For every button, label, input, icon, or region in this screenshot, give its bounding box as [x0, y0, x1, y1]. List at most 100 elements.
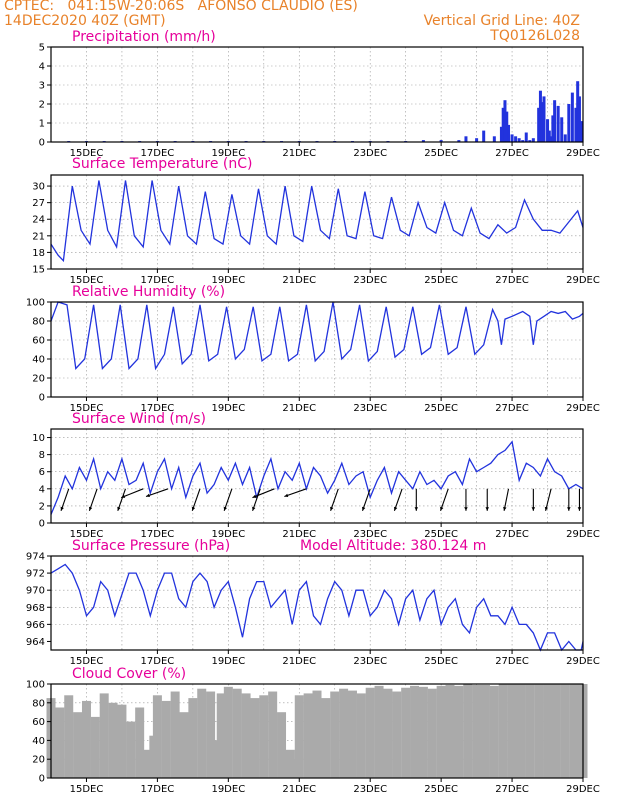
panel-5-ytick-label: 100: [26, 680, 45, 691]
panel-0-frame: [50, 46, 584, 143]
panel-0-xtick-label: 23DEC: [353, 148, 387, 159]
wind-arrowhead: [414, 507, 418, 511]
panel-3-frame: [50, 428, 584, 524]
panel-4-ytick-label: 964: [26, 637, 45, 648]
panel-5-xtick-label: 15DEC: [70, 784, 104, 795]
panel-5-bar: [294, 695, 304, 778]
panel-1-series-line: [50, 180, 584, 263]
panel-1-xtick-label: 23DEC: [353, 275, 387, 286]
panel-0-ytick-label: 1: [39, 119, 45, 130]
panel-2-xtick-label: 21DEC: [282, 403, 316, 414]
panel-0-bar: [464, 136, 468, 142]
panel-5-bar: [64, 695, 74, 778]
panel-5-bar: [543, 684, 553, 778]
panel-4-ytick-label: 966: [26, 620, 45, 631]
panel-5-bar: [436, 685, 446, 778]
panel-4-ytick-label: 974: [26, 552, 45, 563]
panel-0-bar: [528, 140, 532, 142]
panel-3-xtick-label: 23DEC: [353, 529, 387, 540]
panel-0-bar: [475, 138, 479, 142]
panel-3-xtick-label: 15DEC: [70, 529, 104, 540]
panel-0-bar: [439, 140, 443, 142]
panel-4-ytick-label: 970: [26, 586, 45, 597]
panel-2-xtick-label: 29DEC: [566, 403, 600, 414]
panel-0-xtick-label: 29DEC: [566, 148, 600, 159]
panel-2-xtick-label: 15DEC: [70, 403, 104, 414]
panel-0-bar: [574, 107, 578, 142]
panel-0-bar: [540, 102, 544, 142]
panel-1-ytick-label: 30: [32, 182, 45, 193]
panel-5-bar: [401, 687, 411, 778]
panel-5-bar: [339, 688, 349, 778]
wind-arrowhead: [191, 506, 196, 511]
wind-vector: [117, 488, 126, 511]
panel-0-bar: [457, 140, 461, 142]
panel-3-xtick-label: 17DEC: [141, 529, 175, 540]
panel-5-bar: [73, 712, 83, 778]
wind-arrowhead: [531, 507, 536, 511]
panel-5-bar: [81, 700, 91, 778]
panel-5-xtick-label: 21DEC: [282, 784, 316, 795]
wind-arrowhead: [284, 493, 289, 497]
panel-3-title: Surface Wind (m/s): [72, 411, 206, 427]
panel-0-bar: [547, 130, 551, 142]
panel-5-bar: [454, 685, 464, 778]
panel-0-bar: [553, 100, 557, 142]
panel-0-bar: [521, 140, 525, 142]
panel-4-xtick-label: 15DEC: [70, 656, 104, 667]
panel-2-xtick-label: 19DEC: [211, 403, 245, 414]
panel-3-xtick-label: 27DEC: [495, 529, 529, 540]
panel-5-ytick-label: 80: [32, 698, 45, 709]
panel-4-xtick-label: 29DEC: [566, 656, 600, 667]
grid-line-header: Vertical Grid Line: 40Z: [423, 13, 580, 29]
panel-2-title: Relative Humidity (%): [72, 284, 225, 300]
panel-5-ytick-label: 60: [32, 717, 45, 728]
panel-5-bar: [551, 684, 561, 778]
panel-0-bar: [421, 140, 425, 142]
wind-vector: [252, 488, 261, 511]
panel-5-bar: [117, 704, 127, 778]
panel-5-bar: [277, 712, 287, 778]
panel-0-title: Precipitation (mm/h): [72, 29, 216, 45]
panel-1-ytick-label: 24: [32, 215, 45, 226]
panel-4-ytick-label: 972: [26, 569, 45, 580]
panel-0-bar: [567, 104, 571, 142]
panel-5-bar: [480, 684, 490, 778]
wind-arrowhead: [252, 494, 257, 498]
panel-5-xtick-label: 29DEC: [566, 784, 600, 795]
panel-2-ytick-label: 80: [32, 317, 45, 328]
panel-5-bar: [347, 690, 357, 778]
wind-vector: [191, 488, 201, 511]
panel-0-bar: [560, 117, 564, 142]
panel-5-bar: [516, 684, 526, 778]
panel-5-bar: [206, 691, 216, 778]
wind-vector: [361, 488, 371, 511]
wind-arrowhead: [252, 506, 256, 511]
panel-3-series-line: [50, 440, 584, 515]
wind-arrowhead: [121, 494, 126, 498]
panel-0-bar: [542, 96, 546, 142]
panel-5-bar: [161, 700, 171, 778]
panel-1-title: Surface Temperature (nC): [72, 156, 253, 172]
panel-0-ytick-label: 2: [39, 100, 45, 111]
panel-0-bar: [482, 130, 486, 142]
panel-5-bar: [259, 695, 269, 778]
panel-4-xtick-label: 19DEC: [211, 656, 245, 667]
panel-0-bar: [551, 115, 555, 142]
panel-5-bar: [197, 688, 207, 778]
panel-5-bar: [392, 691, 402, 778]
panel-0-bar: [537, 107, 541, 142]
panel-3-ytick-label: 8: [39, 450, 45, 461]
panel-5-bar: [374, 685, 384, 778]
wind-vector: [145, 488, 169, 498]
panel-5-bar: [144, 776, 154, 778]
station-header: CPTEC: 041:15W-20:06S AFONSO CLAUDIO (ES…: [4, 0, 358, 14]
wind-arrowhead: [146, 493, 150, 497]
panel-3-ytick-label: 2: [39, 501, 45, 512]
wind-arrowhead: [440, 506, 444, 511]
panel-2-ytick-label: 60: [32, 336, 45, 347]
panel-5-xtick-label: 23DEC: [353, 784, 387, 795]
panel-5-bar: [135, 707, 145, 778]
panel-1-ytick-label: 21: [32, 231, 45, 242]
